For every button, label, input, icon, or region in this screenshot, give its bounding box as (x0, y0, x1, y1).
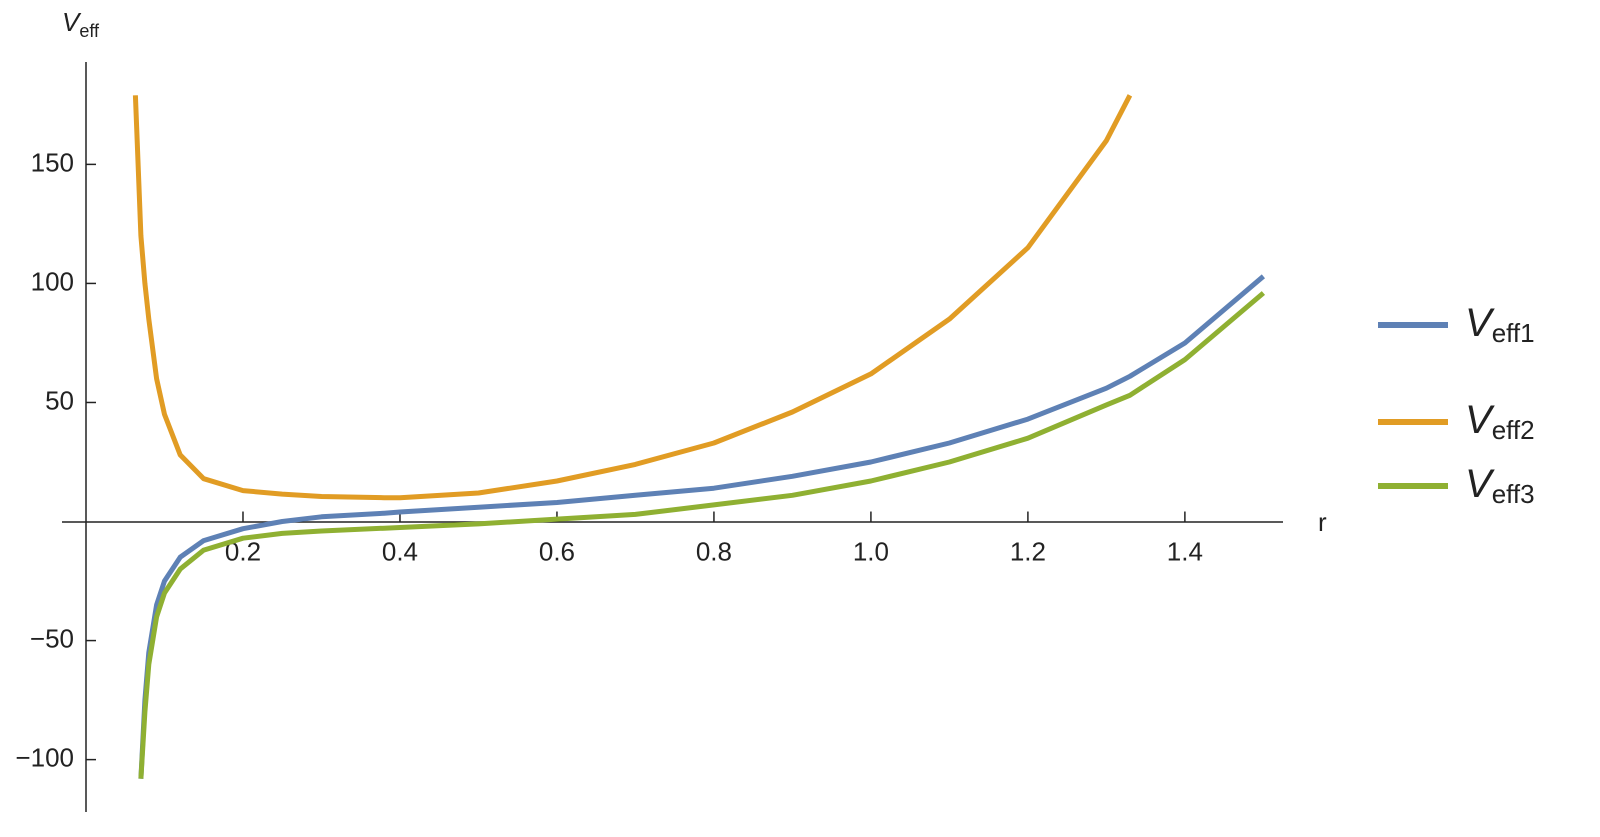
x-tick-label: 0.8 (696, 536, 732, 566)
y-tick-label: −100 (15, 742, 74, 772)
legend-label: Veff2 (1465, 398, 1535, 445)
legend-label: Veff1 (1465, 301, 1535, 348)
y-tick-label: −50 (30, 623, 74, 653)
y-tick-label: 100 (31, 266, 74, 296)
y-tick-label: 50 (45, 385, 74, 415)
x-tick-label: 0.4 (382, 536, 418, 566)
legend-label: Veff3 (1465, 462, 1535, 509)
x-tick-label: 1.4 (1167, 536, 1203, 566)
x-tick-label: 0.6 (539, 536, 575, 566)
x-tick-label: 1.2 (1010, 536, 1046, 566)
x-axis-label: r (1318, 507, 1327, 537)
y-axis-label: Veff (62, 7, 100, 41)
series-line (138, 274, 1266, 779)
y-tick-label: 150 (31, 147, 74, 177)
series-line (132, 94, 1133, 501)
series-line (138, 291, 1266, 779)
x-tick-label: 1.0 (853, 536, 889, 566)
